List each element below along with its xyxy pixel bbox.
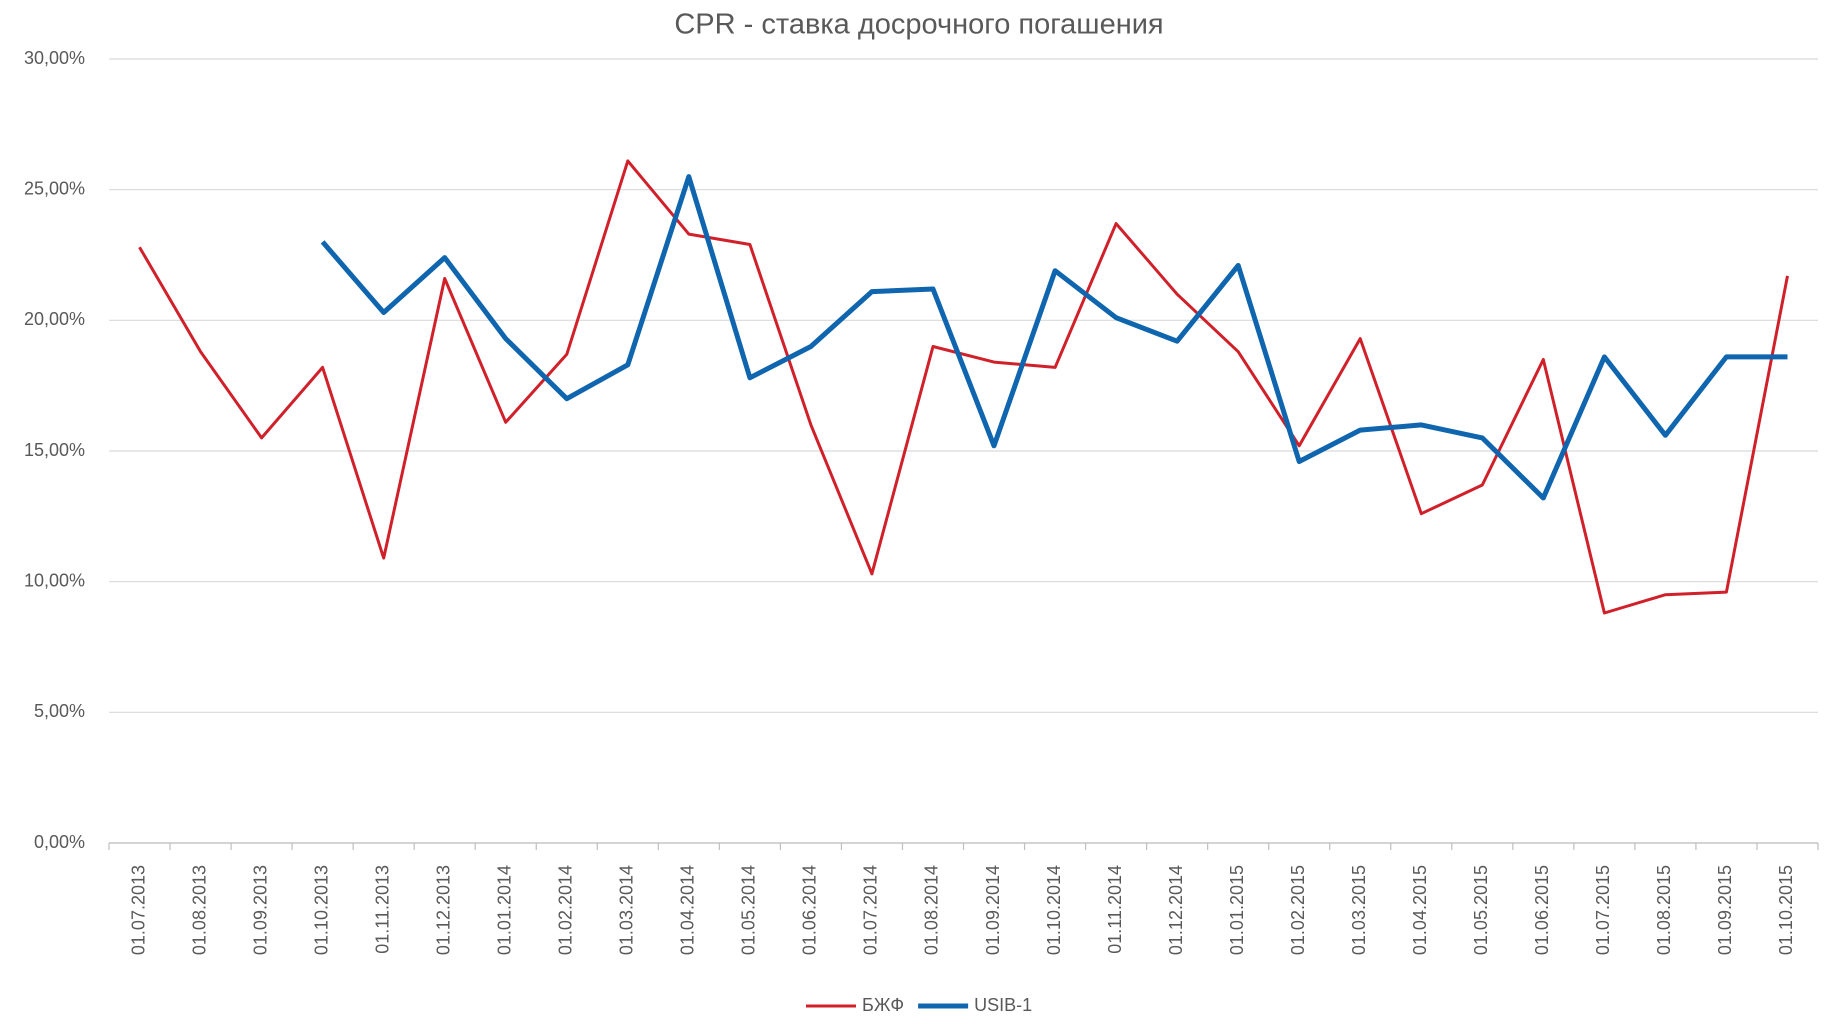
x-tick-label: 01.03.2014 (617, 865, 637, 955)
x-tick-label: 01.08.2014 (922, 865, 942, 955)
y-tick-label: 5,00% (34, 701, 85, 721)
x-tick-label: 01.08.2015 (1654, 865, 1674, 955)
x-tick-label: 01.05.2014 (739, 865, 759, 955)
x-tick-label: 01.10.2015 (1776, 865, 1796, 955)
legend-label: USIB-1 (974, 995, 1032, 1015)
x-tick-label: 01.06.2015 (1532, 865, 1552, 955)
legend-label: БЖФ (862, 995, 904, 1015)
x-tick-label: 01.06.2014 (800, 865, 820, 955)
x-tick-label: 01.08.2013 (189, 865, 209, 955)
x-tick-label: 01.09.2013 (250, 865, 270, 955)
y-tick-label: 0,00% (34, 832, 85, 852)
x-tick-label: 01.02.2014 (556, 865, 576, 955)
y-tick-label: 20,00% (24, 309, 85, 329)
y-tick-label: 30,00% (24, 48, 85, 68)
y-tick-label: 25,00% (24, 178, 85, 198)
x-tick-label: 01.12.2013 (433, 865, 453, 955)
x-tick-label: 01.04.2015 (1410, 865, 1430, 955)
x-tick-label: 01.09.2015 (1715, 865, 1735, 955)
x-tick-label: 01.03.2015 (1349, 865, 1369, 955)
y-tick-label: 15,00% (24, 440, 85, 460)
x-tick-label: 01.01.2014 (494, 865, 514, 955)
series-line (138, 159, 1789, 615)
x-tick-label: 01.07.2014 (861, 865, 881, 955)
x-tick-label: 01.11.2013 (372, 865, 392, 954)
x-tick-label: 01.05.2015 (1471, 865, 1491, 955)
x-tick-label: 01.07.2013 (128, 865, 148, 955)
x-tick-label: 01.01.2015 (1227, 865, 1247, 955)
x-tick-label: 01.10.2014 (1044, 865, 1064, 955)
chart-title: CPR - ставка досрочного погашения (674, 9, 1163, 41)
x-tick-label: 01.04.2014 (678, 865, 698, 955)
x-tick-label: 01.11.2014 (1105, 865, 1125, 954)
series-line (320, 174, 1788, 501)
x-tick-label: 01.12.2014 (1166, 865, 1186, 955)
x-tick-label: 01.10.2013 (311, 865, 331, 955)
y-tick-label: 10,00% (24, 570, 85, 590)
x-tick-label: 01.07.2015 (1593, 865, 1613, 955)
x-tick-label: 01.09.2014 (983, 865, 1003, 955)
x-tick-label: 01.02.2015 (1288, 865, 1308, 955)
